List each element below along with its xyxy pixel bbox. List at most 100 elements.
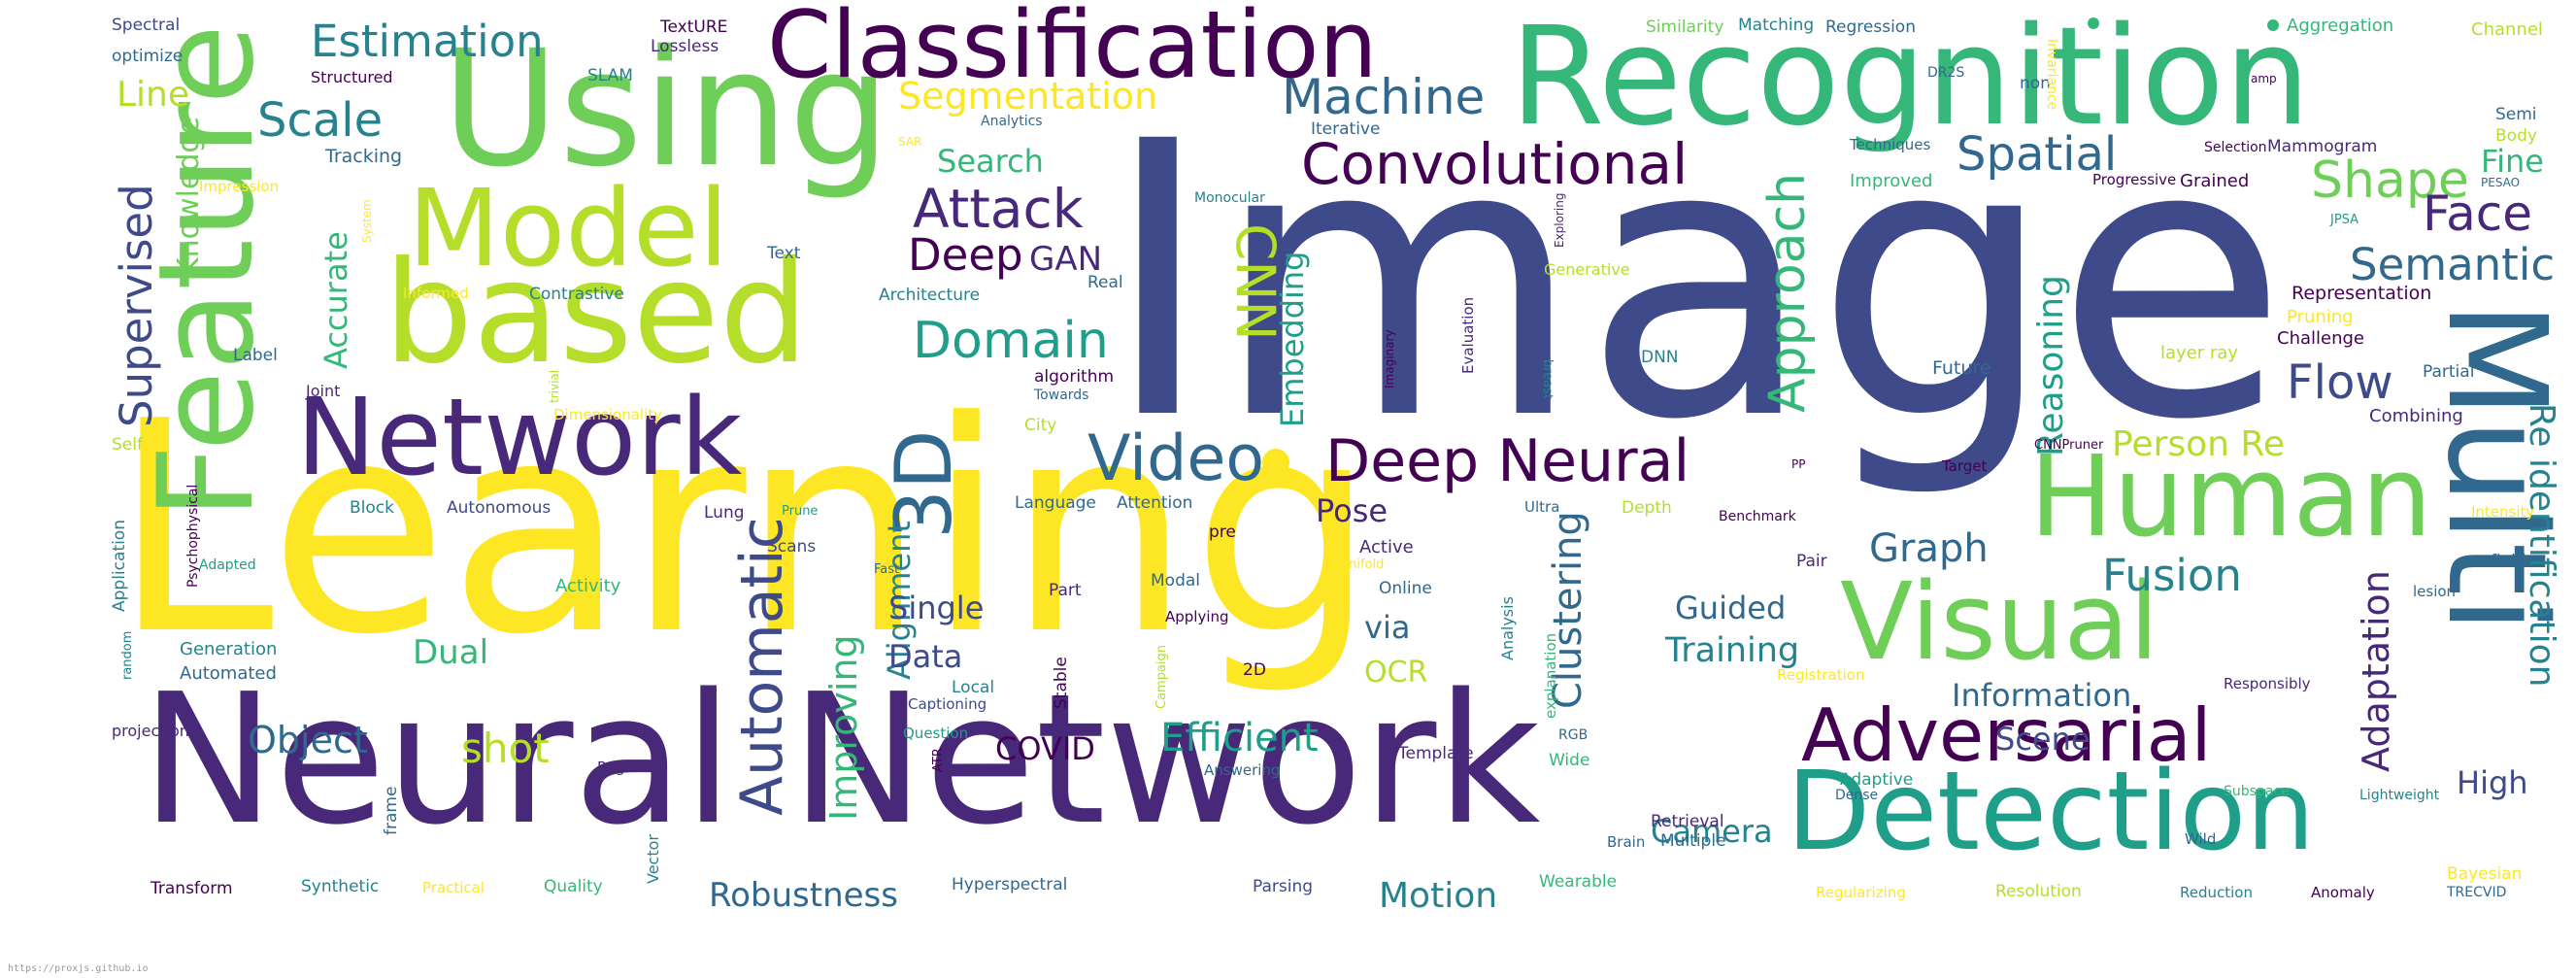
word-data: Data (888, 638, 963, 675)
word-practical: Practical (422, 879, 485, 896)
word-image: Image (1102, 61, 2289, 502)
word-explanation: explanation (1542, 632, 1559, 719)
word-iterative: Iterative (1311, 119, 1381, 139)
word-ultra: Ultra (1524, 498, 1560, 516)
word-approach: Approach (1758, 172, 1817, 413)
word-vector: Vector (644, 834, 662, 884)
word-shape: Shape (2311, 152, 2469, 210)
word-optimize: optimize (112, 47, 184, 66)
word-towards: Towards (1034, 388, 1089, 403)
word-jpsa: JPSA (2330, 213, 2359, 227)
word-active: Active (1359, 537, 1414, 557)
word-registration: Registration (1777, 666, 1865, 684)
word-texture: TextURE (660, 17, 728, 37)
word-re-identification: Re identification (2522, 403, 2561, 688)
word-regression: Regression (1825, 17, 1916, 37)
word-partial: Partial (2423, 362, 2475, 382)
word-learning: Learning (112, 359, 1377, 698)
word-architecture: Architecture (879, 286, 981, 305)
word-bayesian: Bayesian (2447, 864, 2523, 884)
word-language: Language (1015, 493, 1096, 513)
word-combining: Combining (2369, 406, 2463, 426)
word-trecvid: TRECVID (2447, 885, 2507, 900)
word-imaginary: Imaginary (1383, 329, 1396, 388)
word-amp: amp (2251, 72, 2277, 85)
word-autonomous: Autonomous (447, 498, 552, 518)
word-activity: Activity (555, 576, 621, 596)
word-adaptive: Adaptive (1840, 770, 1914, 790)
word-representation: Representation (2292, 283, 2432, 304)
word-deep: Deep (908, 229, 1023, 281)
word-similarity: Similarity (1646, 17, 1724, 37)
word-aggregation: Aggregation (2287, 16, 2394, 36)
word-dense: Dense (1835, 788, 1879, 803)
word-ocr: OCR (1364, 656, 1428, 690)
word-depth: Depth (1622, 498, 1672, 518)
word-generative: Generative (1544, 260, 1630, 279)
word-deep-neural: Deep Neural (1325, 427, 1690, 495)
dot-mark (1262, 449, 1289, 476)
word-analytics: Analytics (981, 114, 1043, 129)
word-city: City (1024, 416, 1057, 435)
word-efficient: Efficient (1160, 716, 1319, 760)
word-high: High (2457, 764, 2528, 801)
word-shot: shot (461, 725, 550, 772)
word-brain: Brain (1607, 833, 1646, 851)
word-question: Question (903, 725, 969, 742)
word-analysis: Analysis (1498, 596, 1517, 660)
word-graph: Graph (1869, 526, 1989, 571)
word-mammogram: Mammogram (2267, 137, 2378, 156)
footer-url: https://proxjs.github.io (8, 963, 149, 974)
word-evaluation: Evaluation (1459, 296, 1477, 374)
word-parsing: Parsing (1253, 877, 1314, 896)
word-spatial: Spatial (1957, 127, 2118, 182)
word-wide: Wide (1549, 751, 1590, 770)
word-field: field (2491, 552, 2526, 571)
word-applying: Applying (1165, 608, 1229, 625)
word-knowledge: Knowledge (172, 117, 206, 277)
word-quality: Quality (544, 877, 603, 896)
word-scale: Scale (257, 93, 384, 148)
word-adapted: Adapted (199, 557, 256, 573)
word-dimensionality: Dimensionality (553, 406, 663, 423)
word-estimation: Estimation (311, 16, 544, 67)
word-captioning: Captioning (908, 695, 987, 713)
word-rgb: RGB (1558, 727, 1589, 743)
word-reduction: Reduction (2180, 884, 2253, 901)
word-slam: SLAM (587, 66, 633, 85)
word-body: Body (2495, 126, 2537, 146)
word-spectral: Spectral (112, 16, 181, 35)
word-model: Model (408, 166, 729, 290)
word-breast: breast (1540, 359, 1555, 400)
word-detection: Detection (1787, 749, 2316, 875)
dot-mark (2267, 19, 2279, 31)
word-object: Object (248, 719, 368, 761)
word-tracking: Tracking (325, 146, 403, 167)
word-improving: Improving (822, 634, 865, 821)
word-pp: PP (1791, 457, 1806, 471)
word-adversarial: Adversarial (1801, 692, 2212, 778)
word-information: Information (1952, 677, 2132, 714)
word-selection: Selection (2204, 140, 2267, 155)
word-attention: Attention (1117, 493, 1193, 513)
word-stable: Stable (1052, 657, 1071, 709)
word-modal: Modal (1151, 571, 1200, 590)
word-person-re: Person Re (2112, 424, 2285, 464)
word-techniques: Techniques (1850, 136, 1931, 153)
word-grained: Grained (2180, 171, 2250, 191)
word-reasoning: Reasoning (2031, 275, 2071, 456)
word-contrastive: Contrastive (529, 285, 624, 304)
word-part: Part (1049, 581, 1082, 600)
word-pruning: Pruning (2287, 307, 2354, 327)
word-transform: Transform (151, 879, 233, 898)
word-recognition: Recognition (1510, 0, 2311, 156)
word-via: via (1364, 609, 1411, 646)
word-region: Region (597, 759, 648, 776)
word-semantic: Semantic (2350, 239, 2556, 290)
word-lossless: Lossless (651, 37, 719, 56)
word-camera: Camera (1651, 813, 1773, 850)
word-retrieval: Retrieval (1651, 812, 1724, 831)
word-manifold: Manifold (1330, 557, 1385, 572)
word-non: non (2020, 74, 2051, 93)
